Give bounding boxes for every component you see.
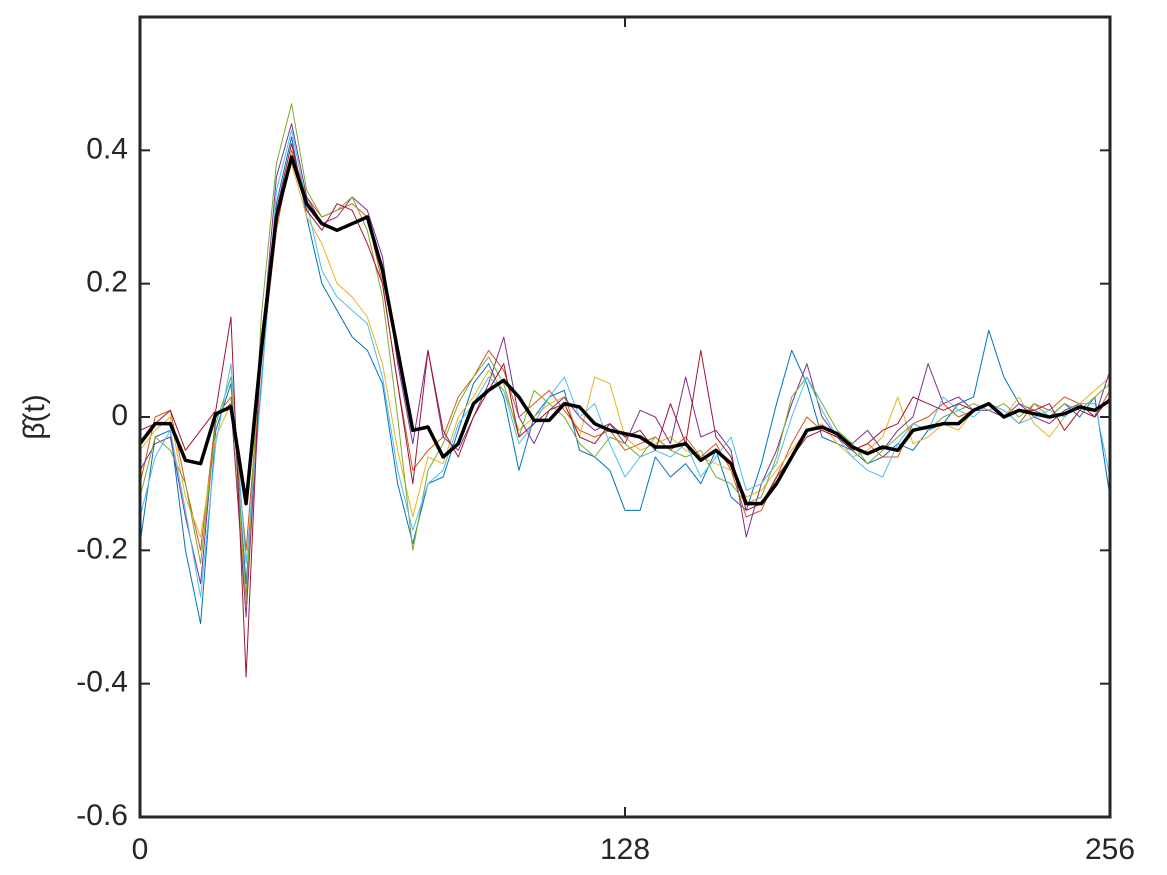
data-line	[140, 103, 1110, 598]
x-tick-label: 256	[1085, 833, 1135, 866]
y-axis-label: β̂(t)	[18, 394, 51, 440]
y-tick-label: -0.2	[76, 532, 128, 565]
data-line	[140, 163, 1110, 605]
y-tick-label: 0	[111, 399, 128, 432]
data-line	[140, 136, 1110, 625]
data-line	[140, 155, 1110, 506]
data-line	[140, 143, 1110, 678]
data-line	[140, 129, 1110, 598]
x-tick-label: 128	[600, 833, 650, 866]
data-line	[140, 149, 1110, 551]
y-tick-label: -0.4	[76, 666, 128, 699]
data-line	[140, 123, 1110, 618]
x-tick-label: 0	[132, 833, 149, 866]
y-tick-label: 0.4	[86, 132, 128, 165]
y-tick-label: 0.2	[86, 266, 128, 299]
y-tick-label: -0.6	[76, 799, 128, 832]
